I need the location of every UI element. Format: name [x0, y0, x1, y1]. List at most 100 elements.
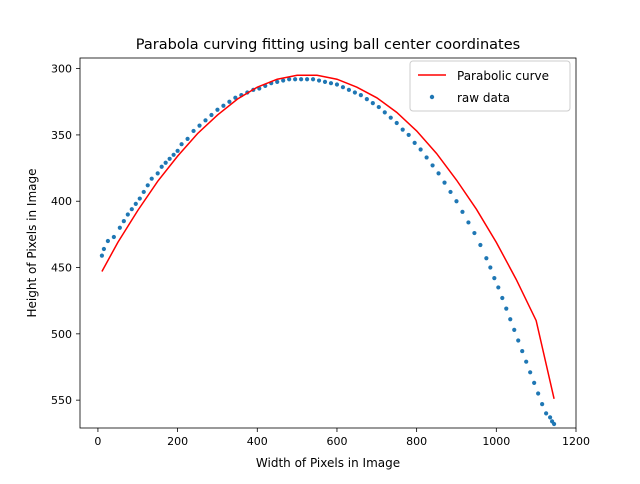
raw-data-point	[117, 225, 122, 230]
raw-data-point	[500, 295, 505, 301]
raw-data-point	[175, 148, 180, 153]
raw-data-point	[478, 242, 483, 248]
raw-data-point	[287, 77, 292, 82]
raw-data-point	[121, 219, 126, 224]
raw-data-point	[460, 209, 465, 214]
raw-data-point	[221, 103, 226, 108]
x-tick-label: 1000	[482, 435, 510, 448]
raw-data-point	[185, 136, 190, 141]
raw-data-point	[504, 306, 509, 311]
raw-data-point	[424, 155, 429, 160]
parabolic-curve-line	[101, 74, 555, 399]
x-tick-label: 800	[406, 435, 427, 448]
raw-data-point	[105, 238, 110, 244]
raw-data-point	[382, 110, 387, 115]
x-tick-label: 400	[247, 435, 268, 448]
y-tick-label: 300	[51, 63, 72, 76]
raw-data-point	[281, 78, 286, 83]
raw-data-point	[155, 171, 160, 176]
raw-data-point	[322, 79, 328, 84]
raw-data-point	[436, 171, 441, 176]
raw-data-point	[233, 95, 238, 100]
raw-data-point	[484, 256, 489, 261]
y-tick-label: 450	[51, 262, 72, 275]
raw-data-point	[430, 163, 435, 168]
raw-data-point	[133, 201, 138, 206]
raw-data-point	[551, 421, 557, 427]
raw-data-point	[508, 317, 513, 322]
y-tick-label: 400	[51, 195, 72, 208]
raw-data-point	[370, 100, 375, 106]
x-tick-label: 0	[94, 435, 101, 448]
legend-label-fit-curve: Parabolic curve	[457, 69, 549, 83]
raw-data-point	[406, 132, 411, 138]
raw-data-point	[310, 77, 316, 82]
raw-data-point	[418, 147, 423, 152]
raw-data-point	[209, 112, 214, 118]
raw-data-point	[358, 93, 363, 98]
raw-data-point	[334, 82, 340, 87]
raw-data-point	[149, 176, 154, 181]
raw-data-point	[412, 140, 417, 145]
raw-data-point	[111, 234, 116, 240]
legend: Parabolic curve raw data	[409, 60, 571, 112]
raw-data-point	[101, 246, 107, 252]
raw-data-point	[203, 118, 208, 123]
raw-data-point	[520, 348, 525, 354]
x-tick-label: 200	[167, 435, 188, 448]
axes-frame	[79, 57, 577, 429]
y-tick-label: 500	[51, 328, 72, 341]
x-axis-label: Width of Pixels in Image	[256, 456, 400, 470]
raw-data-point	[442, 180, 447, 185]
raw-data-point	[167, 156, 172, 161]
raw-data-point	[275, 79, 280, 84]
raw-data-point	[145, 183, 150, 188]
y-tick-label: 550	[51, 394, 72, 407]
raw-data-point	[316, 78, 322, 83]
chart-title: Parabola curving fitting using ball cent…	[136, 37, 520, 53]
raw-data-point	[227, 99, 232, 104]
raw-data-point	[141, 189, 146, 195]
raw-data-point	[536, 391, 541, 396]
raw-data-point	[524, 359, 529, 364]
raw-data-point	[388, 115, 393, 120]
raw-data-point	[171, 152, 176, 157]
x-tick-label: 600	[326, 435, 347, 448]
raw-data-point	[496, 285, 501, 290]
raw-data-point	[352, 90, 357, 95]
raw-data-point	[492, 276, 497, 281]
raw-data-point	[293, 77, 298, 82]
raw-data-point	[346, 87, 352, 92]
y-axis: 300 350 400 450 500 550	[51, 63, 80, 407]
raw-data-point	[394, 120, 399, 126]
raw-data-point	[466, 220, 471, 225]
legend-label-raw-data: raw data	[457, 91, 510, 105]
raw-data-point	[472, 230, 477, 236]
x-axis: 0 200 400 600 800 1000 1200	[94, 428, 590, 448]
raw-data-point	[125, 212, 130, 217]
legend-box	[409, 60, 571, 112]
raw-data-point	[544, 411, 549, 416]
raw-data-point	[191, 128, 196, 134]
raw-data-point	[99, 253, 105, 258]
raw-data-point	[137, 196, 142, 201]
raw-data-point	[540, 402, 545, 407]
raw-data-point	[159, 164, 164, 169]
y-axis-label: Height of Pixels in Image	[25, 168, 39, 317]
raw-data-point	[448, 189, 453, 195]
raw-data-point	[304, 77, 310, 82]
raw-data-point	[548, 415, 553, 420]
legend-dot-swatch	[429, 94, 435, 100]
raw-data-point	[129, 207, 134, 212]
raw-data-point	[532, 380, 537, 386]
raw-data-point	[328, 81, 334, 86]
raw-data-point	[512, 327, 517, 332]
raw-data-point	[376, 104, 381, 110]
raw-data-point	[215, 107, 220, 112]
raw-data-point	[364, 97, 369, 102]
raw-data-point	[454, 199, 459, 204]
raw-data-point	[179, 142, 184, 147]
raw-data-point	[488, 265, 493, 270]
